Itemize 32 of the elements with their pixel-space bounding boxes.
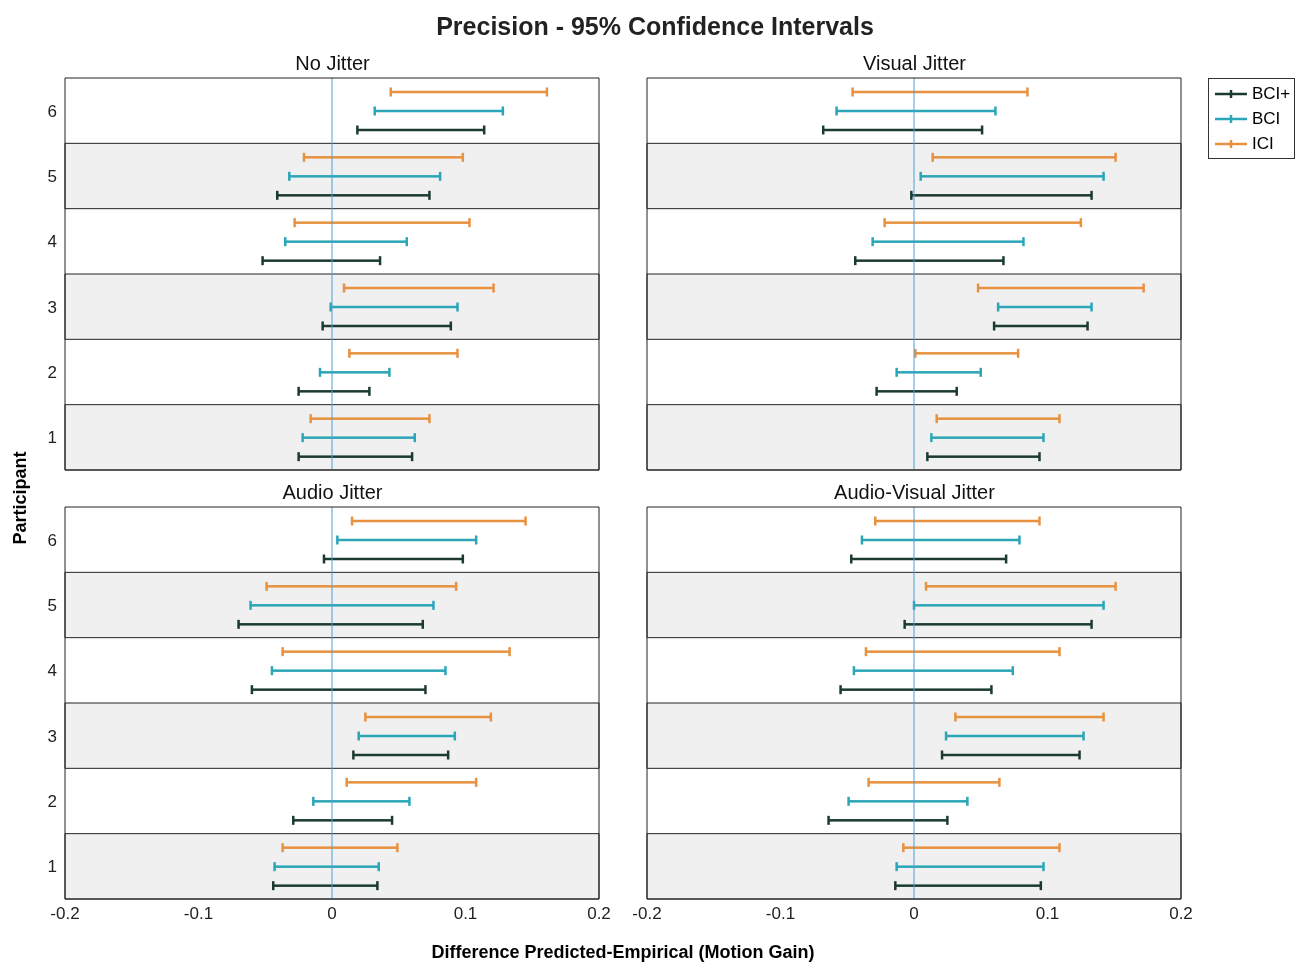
y-tick-label: 1 — [47, 428, 57, 448]
x-tick-label: -0.2 — [50, 904, 80, 924]
legend-label: ICI — [1252, 133, 1274, 154]
y-tick-label: 3 — [47, 297, 57, 317]
x-tick-label: 0 — [909, 904, 919, 924]
x-tick-label: -0.2 — [632, 904, 662, 924]
y-tick-label: 1 — [47, 857, 57, 877]
x-tick-label: 0 — [327, 904, 337, 924]
x-axis-title: Difference Predicted-Empirical (Motion Gain) — [430, 942, 816, 963]
y-tick-label: 4 — [47, 661, 57, 681]
legend-label: BCI+ — [1252, 83, 1291, 104]
x-tick-label: -0.1 — [183, 904, 214, 924]
x-tick-label: 0.2 — [1169, 904, 1193, 924]
y-tick-label: 2 — [47, 792, 57, 812]
chart-title: Visual Jitter — [862, 52, 967, 75]
x-tick-label: 0.2 — [587, 904, 611, 924]
chart-title: Audio-Visual Jitter — [833, 481, 996, 504]
x-tick-label: 0.1 — [1035, 904, 1060, 924]
y-axis-title: Participant — [10, 450, 31, 547]
y-tick-label: 4 — [47, 232, 57, 252]
y-tick-label: 5 — [47, 167, 57, 187]
x-tick-label: 0.1 — [453, 904, 478, 924]
y-tick-label: 6 — [47, 530, 57, 550]
y-tick-label: 6 — [47, 101, 57, 121]
chart-title: Audio Jitter — [281, 481, 384, 504]
x-tick-label: -0.1 — [765, 904, 796, 924]
chart-title: No Jitter — [294, 52, 371, 75]
text: Precision - 95% Confidence Intervals — [435, 12, 875, 41]
y-tick-label: 2 — [47, 363, 57, 383]
y-tick-label: 3 — [47, 726, 57, 746]
y-tick-label: 5 — [47, 596, 57, 616]
legend-label: BCI — [1252, 108, 1281, 129]
